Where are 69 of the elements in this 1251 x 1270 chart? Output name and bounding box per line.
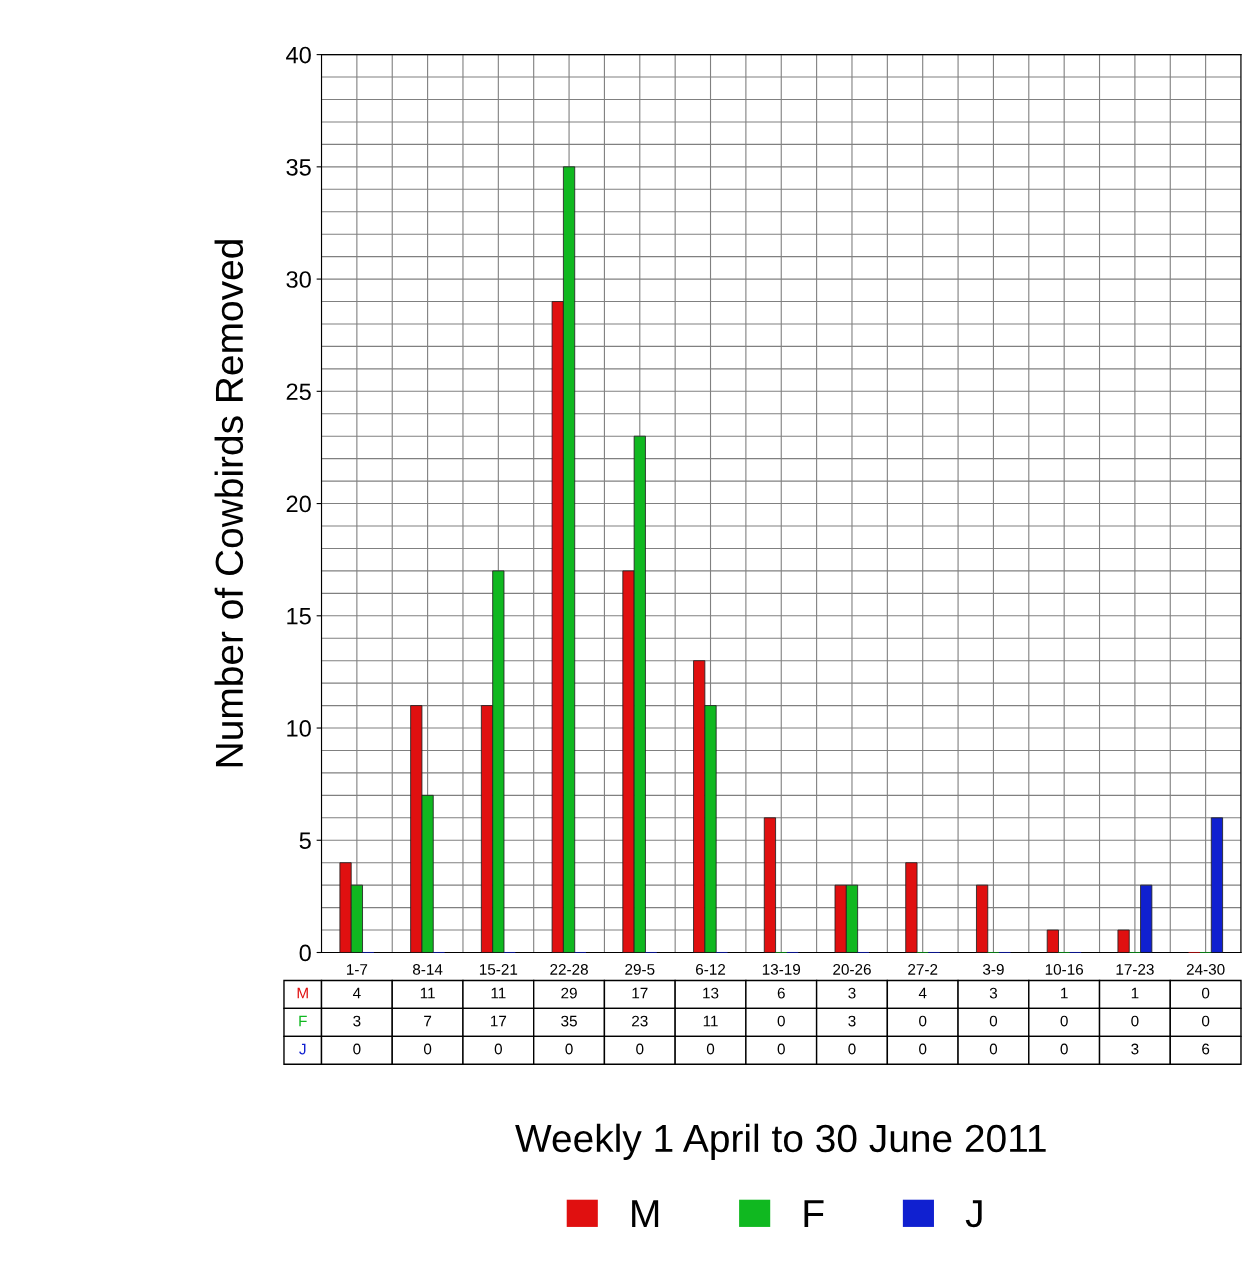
data-label: 6 <box>777 987 785 999</box>
y-tick-label: 0 <box>299 944 311 962</box>
data-label: 0 <box>989 1015 998 1027</box>
x-tick-label: 29-5 <box>625 964 655 975</box>
legend-label: F <box>804 1200 824 1227</box>
x-axis-title: Weekly 1 April to 30 June 2011 <box>515 1123 1046 1160</box>
x-tick-label: 10-16 <box>1045 964 1084 975</box>
x-tick-label: 8-14 <box>412 964 443 975</box>
data-label: 4 <box>352 987 361 999</box>
data-label: 0 <box>1131 1015 1139 1027</box>
data-label: 0 <box>494 1043 502 1055</box>
y-tick-label: 25 <box>286 383 311 401</box>
text: F <box>299 1015 307 1027</box>
y-tick-label: 10 <box>287 720 311 737</box>
data-label: 23 <box>632 1015 648 1027</box>
y-axis-title: Number of Cowbirds Removed <box>214 240 244 767</box>
data-label: 0 <box>636 1043 644 1055</box>
data-label: 0 <box>423 1043 432 1055</box>
legend-label: J <box>965 1200 982 1228</box>
data-label: 3 <box>848 987 856 999</box>
data-label: 3 <box>989 987 998 999</box>
x-tick-label: 6-12 <box>696 964 726 975</box>
data-label: 7 <box>424 1015 432 1027</box>
x-tick-label: 13-19 <box>762 964 801 975</box>
x-tick-label: 1-7 <box>347 964 368 975</box>
x-tick-label: 22-28 <box>550 964 588 975</box>
data-label: 0 <box>777 1043 785 1055</box>
x-tick-label: 15-21 <box>479 964 518 975</box>
y-tick-label: 30 <box>286 271 311 288</box>
data-label: 0 <box>1201 1015 1210 1027</box>
x-tick-label: 20-26 <box>833 964 871 975</box>
x-tick-label: 24-30 <box>1186 964 1225 975</box>
data-label: 0 <box>989 1043 998 1055</box>
y-tick-label: 20 <box>286 495 311 513</box>
y-tick-label: 5 <box>299 832 311 850</box>
x-tick-label: 27-2 <box>908 964 938 975</box>
data-label: 1 <box>1131 987 1139 999</box>
data-label: 3 <box>848 1015 856 1027</box>
y-tick-label: 40 <box>286 46 311 64</box>
data-label: 11 <box>703 1015 718 1027</box>
data-label: 0 <box>1060 1015 1068 1027</box>
data-label: 17 <box>491 1015 507 1027</box>
data-label: 0 <box>1060 1043 1068 1055</box>
data-label: 0 <box>1201 987 1210 999</box>
data-label: 1 <box>1061 987 1068 999</box>
x-tick-label: 3-9 <box>982 964 1004 975</box>
data-label: 29 <box>561 987 577 999</box>
y-tick-label: 35 <box>286 158 311 176</box>
data-label: 3 <box>353 1015 361 1027</box>
text: J <box>299 1043 306 1055</box>
data-label: 3 <box>1131 1043 1139 1055</box>
data-label: 6 <box>1202 1043 1210 1055</box>
data-label: 0 <box>777 1015 785 1027</box>
x-tick-label: 17-23 <box>1116 964 1154 975</box>
data-label: 35 <box>561 1015 577 1027</box>
data-label: 11 <box>491 987 506 999</box>
data-label: 0 <box>919 1043 927 1055</box>
data-label: 17 <box>632 987 648 999</box>
data-label: 0 <box>353 1043 361 1055</box>
data-label: 11 <box>420 987 435 999</box>
data-label: 4 <box>918 987 927 999</box>
data-label: 0 <box>565 1043 573 1055</box>
data-label: 0 <box>848 1043 856 1055</box>
data-label: 0 <box>706 1043 715 1055</box>
legend-label: M <box>632 1200 659 1227</box>
text: M <box>297 987 308 999</box>
data-label: 13 <box>703 987 719 999</box>
data-label: 0 <box>919 1015 927 1027</box>
y-tick-label: 15 <box>287 608 311 625</box>
